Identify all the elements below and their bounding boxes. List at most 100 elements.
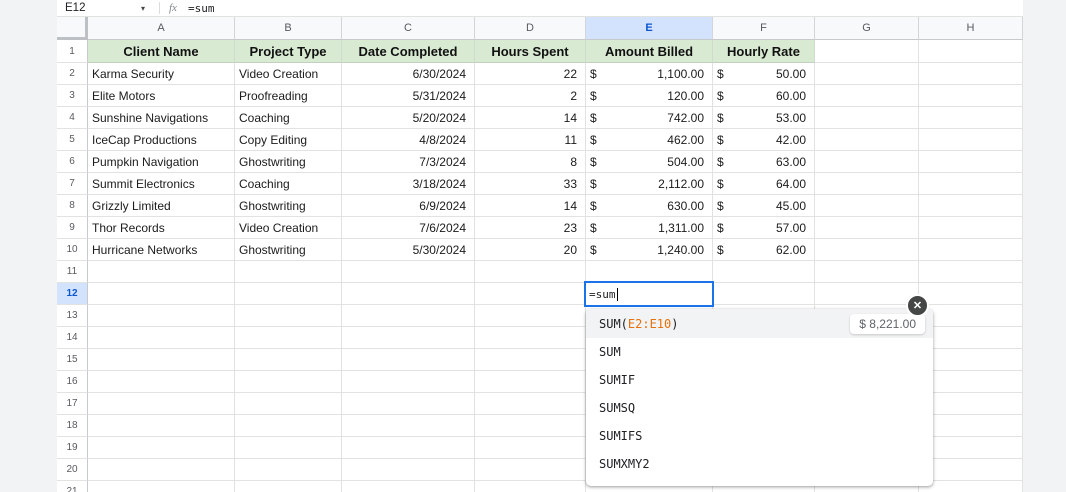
row-header-2[interactable]: 2 xyxy=(57,63,88,85)
cell-C14[interactable] xyxy=(342,327,475,349)
cell-C5[interactable]: 4/8/2024 xyxy=(342,129,475,151)
row-header-16[interactable]: 16 xyxy=(57,371,88,393)
autocomplete-item-sumif[interactable]: SUMIF xyxy=(599,373,636,387)
chevron-down-icon[interactable]: ▾ xyxy=(140,3,145,13)
column-header-E[interactable]: E xyxy=(586,17,713,40)
row-header-6[interactable]: 6 xyxy=(57,151,88,173)
cell-C1[interactable]: Date Completed xyxy=(342,40,475,63)
cell-F21[interactable] xyxy=(713,481,815,492)
cell-F11[interactable] xyxy=(713,261,815,283)
cell-F4[interactable]: $53.00 xyxy=(713,107,815,129)
cell-D6[interactable]: 8 xyxy=(475,151,586,173)
cell-A8[interactable]: Grizzly Limited xyxy=(88,195,235,217)
cell-D21[interactable] xyxy=(475,481,586,492)
cell-A15[interactable] xyxy=(88,349,235,371)
cell-H11[interactable] xyxy=(919,261,1023,283)
cell-D8[interactable]: 14 xyxy=(475,195,586,217)
cell-C15[interactable] xyxy=(342,349,475,371)
cell-H3[interactable] xyxy=(919,85,1023,107)
cell-H16[interactable] xyxy=(919,371,1023,393)
cell-H10[interactable] xyxy=(919,239,1023,261)
cell-B18[interactable] xyxy=(235,415,342,437)
cell-B10[interactable]: Ghostwriting xyxy=(235,239,342,261)
autocomplete-item-sumifs[interactable]: SUMIFS xyxy=(599,429,643,443)
column-header-H[interactable]: H xyxy=(919,17,1023,40)
cell-A5[interactable]: IceCap Productions xyxy=(88,129,235,151)
cell-D15[interactable] xyxy=(475,349,586,371)
cell-G3[interactable] xyxy=(815,85,919,107)
cell-E2[interactable]: $1,100.00 xyxy=(586,63,713,85)
cell-B9[interactable]: Video Creation xyxy=(235,217,342,239)
cell-A1[interactable]: Client Name xyxy=(88,40,235,63)
cell-C18[interactable] xyxy=(342,415,475,437)
cell-D12[interactable] xyxy=(475,283,586,305)
cell-B12[interactable] xyxy=(235,283,342,305)
row-header-3[interactable]: 3 xyxy=(57,85,88,107)
cell-G4[interactable] xyxy=(815,107,919,129)
cell-A16[interactable] xyxy=(88,371,235,393)
cell-B20[interactable] xyxy=(235,459,342,481)
cell-G6[interactable] xyxy=(815,151,919,173)
row-header-14[interactable]: 14 xyxy=(57,327,88,349)
row-header-5[interactable]: 5 xyxy=(57,129,88,151)
cell-D17[interactable] xyxy=(475,393,586,415)
cell-C2[interactable]: 6/30/2024 xyxy=(342,63,475,85)
cell-D2[interactable]: 22 xyxy=(475,63,586,85)
row-header-17[interactable]: 17 xyxy=(57,393,88,415)
cell-D16[interactable] xyxy=(475,371,586,393)
cell-C9[interactable]: 7/6/2024 xyxy=(342,217,475,239)
row-header-12[interactable]: 12 xyxy=(57,283,88,305)
cell-G11[interactable] xyxy=(815,261,919,283)
cell-D10[interactable]: 20 xyxy=(475,239,586,261)
close-icon[interactable]: ✕ xyxy=(906,294,929,317)
cell-D11[interactable] xyxy=(475,261,586,283)
cell-H4[interactable] xyxy=(919,107,1023,129)
cell-C13[interactable] xyxy=(342,305,475,327)
row-header-15[interactable]: 15 xyxy=(57,349,88,371)
cell-H20[interactable] xyxy=(919,459,1023,481)
row-header-20[interactable]: 20 xyxy=(57,459,88,481)
cell-H14[interactable] xyxy=(919,327,1023,349)
cell-C12[interactable] xyxy=(342,283,475,305)
cell-D20[interactable] xyxy=(475,459,586,481)
cell-H21[interactable] xyxy=(919,481,1023,492)
cell-C3[interactable]: 5/31/2024 xyxy=(342,85,475,107)
cell-D7[interactable]: 33 xyxy=(475,173,586,195)
row-header-11[interactable]: 11 xyxy=(57,261,88,283)
cell-B19[interactable] xyxy=(235,437,342,459)
cell-A4[interactable]: Sunshine Navigations xyxy=(88,107,235,129)
cell-C10[interactable]: 5/30/2024 xyxy=(342,239,475,261)
column-header-D[interactable]: D xyxy=(475,17,586,40)
cell-D19[interactable] xyxy=(475,437,586,459)
cell-A3[interactable]: Elite Motors xyxy=(88,85,235,107)
cell-E9[interactable]: $1,311.00 xyxy=(586,217,713,239)
column-header-G[interactable]: G xyxy=(815,17,919,40)
row-header-10[interactable]: 10 xyxy=(57,239,88,261)
cell-E11[interactable] xyxy=(586,261,713,283)
cell-B4[interactable]: Coaching xyxy=(235,107,342,129)
cell-F7[interactable]: $64.00 xyxy=(713,173,815,195)
column-header-B[interactable]: B xyxy=(235,17,342,40)
cell-D3[interactable]: 2 xyxy=(475,85,586,107)
cell-C8[interactable]: 6/9/2024 xyxy=(342,195,475,217)
cell-G9[interactable] xyxy=(815,217,919,239)
cell-D5[interactable]: 11 xyxy=(475,129,586,151)
cell-A17[interactable] xyxy=(88,393,235,415)
cell-A6[interactable]: Pumpkin Navigation xyxy=(88,151,235,173)
cell-E21[interactable] xyxy=(586,481,713,492)
row-header-9[interactable]: 9 xyxy=(57,217,88,239)
cell-A14[interactable] xyxy=(88,327,235,349)
cell-G10[interactable] xyxy=(815,239,919,261)
cell-F1[interactable]: Hourly Rate xyxy=(713,40,815,63)
cell-H9[interactable] xyxy=(919,217,1023,239)
cell-H2[interactable] xyxy=(919,63,1023,85)
cell-H12[interactable] xyxy=(919,283,1023,305)
cell-A2[interactable]: Karma Security xyxy=(88,63,235,85)
cell-E3[interactable]: $120.00 xyxy=(586,85,713,107)
cell-B3[interactable]: Proofreading xyxy=(235,85,342,107)
cell-H7[interactable] xyxy=(919,173,1023,195)
cell-D13[interactable] xyxy=(475,305,586,327)
cell-B21[interactable] xyxy=(235,481,342,492)
cell-C7[interactable]: 3/18/2024 xyxy=(342,173,475,195)
cell-H8[interactable] xyxy=(919,195,1023,217)
